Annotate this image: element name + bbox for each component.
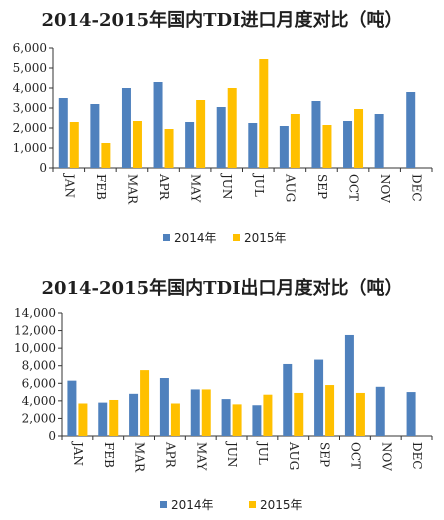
y-tick-label: 10,000 <box>14 341 56 355</box>
bar-2015-aug <box>294 392 304 436</box>
bar-2015-aug <box>290 114 300 168</box>
y-tick-label: 6,000 <box>22 376 56 390</box>
legend-label-2014: 2014年 <box>174 231 217 245</box>
bar-2014-apr <box>159 378 169 436</box>
y-tick-label: 8,000 <box>22 359 56 373</box>
x-tick-label: FEB <box>94 174 108 200</box>
bar-2014-feb <box>98 402 108 436</box>
bar-2015-mar <box>140 370 150 436</box>
bar-2014-apr <box>153 82 163 168</box>
y-tick-label: 0 <box>39 161 47 175</box>
y-tick-label: 12,000 <box>14 324 56 338</box>
x-tick-label: OCT <box>347 174 361 201</box>
bar-2015-jan <box>78 403 88 436</box>
x-tick-label: MAR <box>133 442 147 473</box>
bar-2014-nov <box>375 386 385 436</box>
export-chart-title: 2014-2015年国内TDI出口月度对比（吨） <box>41 278 403 299</box>
y-tick-label: 4,000 <box>22 394 56 408</box>
x-tick-label: NOV <box>378 174 392 203</box>
bar-2014-jul <box>252 405 262 436</box>
x-tick-label: AUG <box>287 441 301 470</box>
bar-2014-dec <box>406 92 416 168</box>
bar-2015-may <box>201 389 211 436</box>
x-tick-label: MAR <box>125 174 139 205</box>
bar-2014-jun <box>221 399 231 436</box>
bar-2015-feb <box>101 143 111 168</box>
bar-2014-dec <box>406 392 416 436</box>
bar-2015-apr <box>170 403 180 436</box>
bar-2015-oct <box>354 109 364 168</box>
x-tick-label: JAN <box>62 172 76 198</box>
x-tick-label: DEC <box>410 174 424 202</box>
bar-2015-apr <box>164 129 174 168</box>
x-tick-label: MAY <box>194 442 208 471</box>
bar-2015-jan <box>69 122 79 168</box>
legend-swatch-2014 <box>160 501 167 508</box>
legend-swatch-2014 <box>163 234 170 241</box>
y-tick-label: 14,000 <box>14 306 56 320</box>
y-tick-label: 6,000 <box>13 41 47 55</box>
bar-2014-feb <box>90 104 100 168</box>
bar-2014-may <box>185 122 195 168</box>
bar-2015-jun <box>227 88 237 168</box>
legend-label-2015: 2015年 <box>244 231 287 245</box>
y-tick-label: 0 <box>48 429 56 443</box>
x-tick-label: APR <box>163 441 177 469</box>
bar-2014-jan <box>67 380 77 436</box>
import-chart-title: 2014-2015年国内TDI进口月度对比（吨） <box>41 10 403 31</box>
bar-2014-mar <box>121 88 131 168</box>
x-tick-label: JUL <box>256 440 270 465</box>
export-chart-panel: 2014-2015年国内TDI出口月度对比（吨） 0 2,000 4,000 6,00… <box>0 262 444 520</box>
y-tick-label: 2,000 <box>22 411 56 425</box>
x-tick-label: DEC <box>410 442 424 470</box>
x-tick-label: SEP <box>315 174 329 199</box>
bar-2015-sep <box>322 125 332 168</box>
x-tick-label: OCT <box>348 442 362 469</box>
legend-label-2015: 2015年 <box>260 498 303 512</box>
y-tick-label: 1,000 <box>13 141 47 155</box>
x-tick-label: APR <box>157 173 171 201</box>
import-chart-panel: 2014-2015年国内TDI进口月度对比（吨） 0 1,000 2,000 3,00… <box>0 0 444 258</box>
x-tick-label: FEB <box>102 442 116 468</box>
bar-2015-jul <box>263 394 273 436</box>
y-tick-label: 4,000 <box>13 81 47 95</box>
y-tick-label: 5,000 <box>13 61 47 75</box>
x-tick-label: SEP <box>318 442 332 467</box>
x-tick-label: NOV <box>379 442 393 471</box>
bar-2015-oct <box>355 392 365 436</box>
bar-2015-mar <box>132 121 142 168</box>
x-tick-label: JUN <box>225 440 239 467</box>
x-tick-label: JAN <box>71 440 85 466</box>
bar-2015-sep <box>325 385 335 436</box>
bar-2014-jul <box>248 123 258 168</box>
bar-2015-jul <box>259 59 269 168</box>
bar-2014-sep <box>314 359 324 436</box>
x-tick-label: MAY <box>189 174 203 203</box>
bar-2015-may <box>196 100 206 168</box>
legend-swatch-2015 <box>233 234 240 241</box>
legend-swatch-2015 <box>249 501 256 508</box>
y-tick-label: 2,000 <box>13 121 47 135</box>
y-tick-label: 3,000 <box>13 101 47 115</box>
bar-2014-jan <box>58 98 68 168</box>
bar-2014-may <box>190 389 200 436</box>
bar-2014-oct <box>344 334 354 436</box>
bar-2015-feb <box>109 399 119 436</box>
x-tick-label: AUG <box>283 173 297 202</box>
bar-2014-mar <box>129 393 139 436</box>
bar-2014-oct <box>343 121 353 168</box>
x-tick-label: JUN <box>220 172 234 199</box>
bar-2015-jun <box>232 404 242 436</box>
bar-2014-aug <box>283 363 293 436</box>
bar-2014-jun <box>216 107 226 168</box>
legend-label-2014: 2014年 <box>171 498 214 512</box>
import-chart-svg: 0 1,000 2,000 3,000 4,000 5,000 6,000 JAN FEB MAR… <box>13 41 433 245</box>
export-chart-svg: 0 2,000 4,000 6,000 8,000 10,000 12,000 14,000 J… <box>14 306 433 512</box>
bar-2014-sep <box>311 101 321 168</box>
x-tick-label: JUL <box>252 172 266 197</box>
bar-2014-aug <box>279 126 289 168</box>
bar-2014-nov <box>374 114 384 168</box>
